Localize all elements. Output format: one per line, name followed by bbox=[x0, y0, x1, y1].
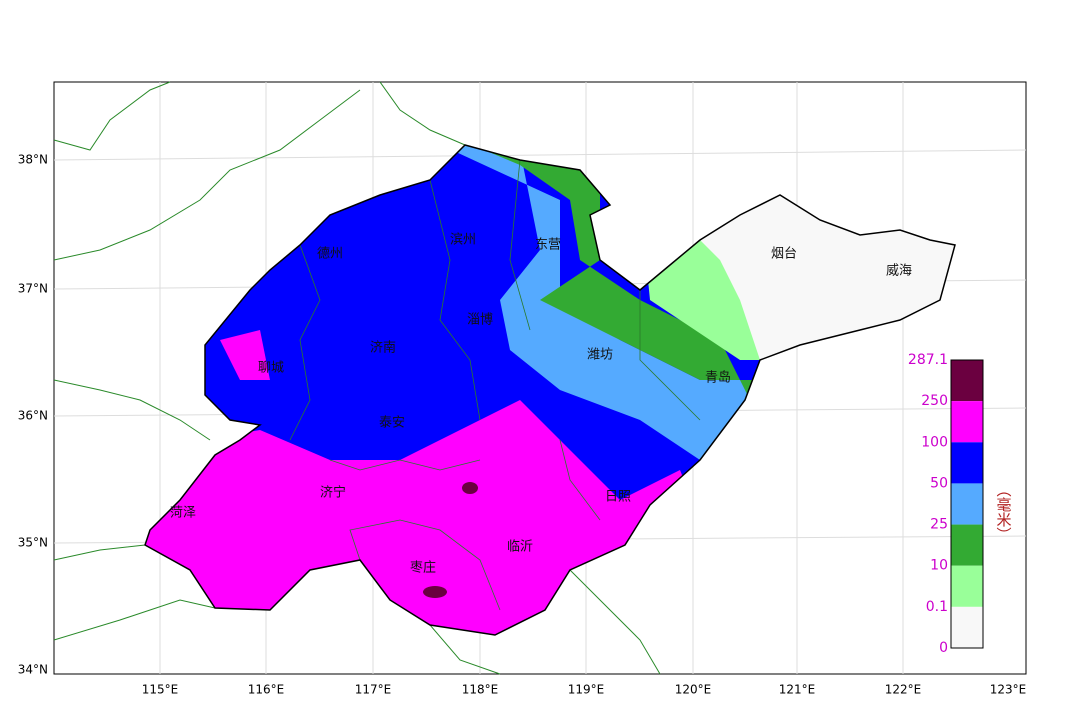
legend-swatch bbox=[951, 524, 983, 566]
legend-label: 25 bbox=[930, 517, 948, 533]
city-label: 东营 bbox=[535, 238, 561, 253]
legend-label: 287.1 bbox=[908, 352, 948, 368]
lon-tick-label: 116°E bbox=[248, 683, 285, 697]
lon-tick-label: 119°E bbox=[568, 683, 605, 697]
lon-tick-label: 118°E bbox=[462, 683, 499, 697]
legend-swatch bbox=[951, 401, 983, 443]
city-label: 济宁 bbox=[320, 485, 346, 501]
neighbor-borders bbox=[53, 81, 661, 675]
legend-swatch bbox=[951, 483, 983, 525]
legend-swatch bbox=[951, 565, 983, 607]
city-label: 青岛 bbox=[705, 370, 731, 386]
city-label: 临沂 bbox=[507, 540, 533, 555]
lat-tick-label: 38°N bbox=[18, 153, 48, 167]
legend-label: 100 bbox=[921, 434, 948, 450]
lon-tick-label: 120°E bbox=[675, 683, 712, 697]
city-label: 济南 bbox=[370, 340, 396, 356]
legend-label: 0 bbox=[939, 640, 948, 656]
lat-tick-label: 34°N bbox=[18, 663, 48, 677]
city-label: 潍坊 bbox=[587, 348, 613, 363]
city-borders bbox=[289, 159, 701, 611]
city-label: 烟台 bbox=[771, 247, 797, 262]
legend-label: 0.1 bbox=[926, 599, 948, 615]
city-label: 聊城 bbox=[258, 361, 284, 376]
city-label: 泰安 bbox=[379, 416, 405, 431]
lon-tick-label: 117°E bbox=[355, 683, 392, 697]
lat-tick-label: 36°N bbox=[18, 409, 48, 423]
lon-tick-label: 115°E bbox=[142, 683, 179, 697]
legend-label: 10 bbox=[930, 558, 948, 574]
city-label: 威海 bbox=[886, 264, 912, 279]
lat-tick-label: 37°N bbox=[18, 282, 48, 296]
legend-swatch bbox=[951, 606, 983, 648]
legend-label: 50 bbox=[930, 475, 948, 491]
province-outline bbox=[144, 144, 956, 636]
city-label: 德州 bbox=[317, 247, 343, 262]
lat-tick-label: 35°N bbox=[18, 536, 48, 550]
city-label: 菏泽 bbox=[170, 506, 196, 521]
legend-border bbox=[950, 359, 984, 649]
city-label: 滨州 bbox=[450, 232, 476, 248]
legend-label: 250 bbox=[921, 393, 948, 409]
lon-tick-label: 123°E bbox=[990, 683, 1027, 697]
legend-swatch bbox=[951, 360, 983, 402]
city-label: 枣庄 bbox=[410, 560, 436, 576]
lon-tick-label: 121°E bbox=[779, 683, 816, 697]
legend-swatch bbox=[951, 442, 983, 484]
city-label: 淄博 bbox=[467, 313, 493, 328]
legend-unit: （毫米） bbox=[995, 482, 1013, 542]
lon-tick-label: 122°E bbox=[885, 683, 922, 697]
city-label: 日照 bbox=[605, 490, 631, 505]
